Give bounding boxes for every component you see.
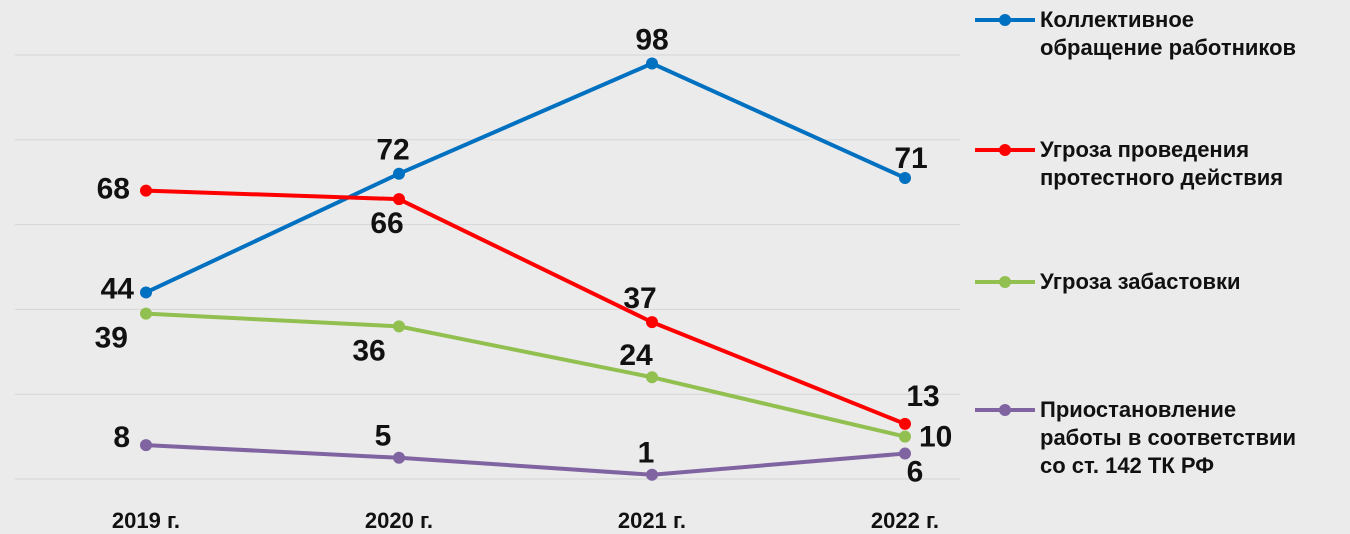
data-label: 39 [95,322,128,355]
data-point [899,447,911,460]
data-point [140,184,152,197]
data-point [899,430,911,443]
data-point [393,193,405,206]
x-tick-label: 2020 г. [365,508,433,533]
data-point [393,451,405,464]
data-label: 6 [907,455,924,488]
legend-label: Угроза проведения протестного действия [1040,137,1284,190]
data-point [646,371,658,384]
data-point [140,439,152,452]
series-line [145,443,906,477]
data-label: 13 [906,380,939,413]
x-tick-label: 2021 г. [618,508,686,533]
data-label: 5 [375,420,392,453]
data-label: 37 [623,282,656,315]
series-line [145,188,906,426]
x-tick-label: 2019 г. [112,508,180,533]
data-label: 1 [638,437,655,470]
data-label: 66 [370,207,403,240]
data-label: 10 [919,421,952,454]
data-label: 68 [97,173,130,206]
data-label: 98 [635,23,668,56]
data-label: 36 [352,334,385,367]
data-point [393,320,405,333]
legend-marker [999,14,1011,26]
data-label: 71 [894,142,927,175]
legend-label: Коллективное обращение работников [1040,7,1297,60]
x-tick-label: 2022 г. [871,508,939,533]
data-point [899,417,911,430]
legend-marker [999,404,1011,416]
data-label: 8 [113,421,130,454]
data-point [646,316,658,329]
data-point [140,307,152,320]
data-point [646,57,658,70]
series-line [145,311,906,439]
legend-marker [999,144,1011,156]
series-line [145,61,906,295]
data-point [140,286,152,299]
data-point [393,167,405,180]
legend-label: Приостановление работы в соответствии со… [1040,397,1297,478]
legend-marker [999,276,1011,288]
legend-label: Угроза забастовки [1040,269,1241,294]
data-label: 72 [376,134,409,167]
data-label: 44 [101,272,135,305]
data-label: 24 [619,339,653,372]
data-point [899,171,911,184]
data-point [646,468,658,481]
